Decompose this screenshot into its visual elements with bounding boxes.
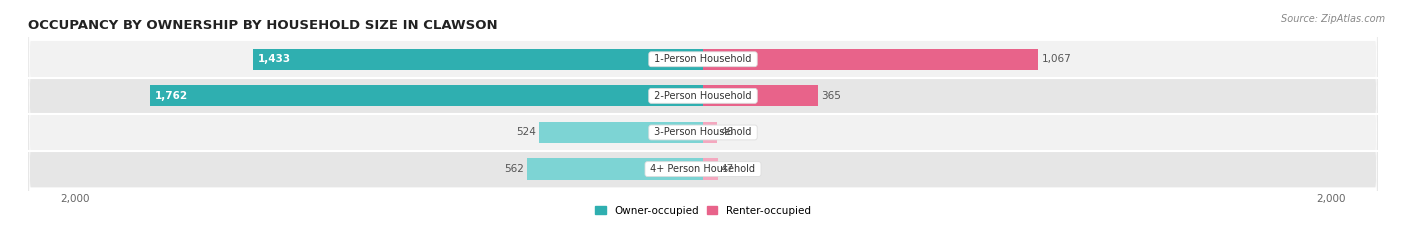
Text: OCCUPANCY BY OWNERSHIP BY HOUSEHOLD SIZE IN CLAWSON: OCCUPANCY BY OWNERSHIP BY HOUSEHOLD SIZE… <box>28 19 498 32</box>
Text: 3-Person Household: 3-Person Household <box>651 127 755 137</box>
Bar <box>527 158 703 180</box>
Text: 562: 562 <box>505 164 524 174</box>
Text: 1-Person Household: 1-Person Household <box>651 54 755 64</box>
Text: 47: 47 <box>720 164 734 174</box>
Text: 524: 524 <box>516 127 536 137</box>
Text: 46: 46 <box>720 127 733 137</box>
Bar <box>253 49 703 70</box>
Bar <box>538 122 703 143</box>
Text: 1,762: 1,762 <box>155 91 188 101</box>
FancyBboxPatch shape <box>28 0 1378 233</box>
Bar <box>703 85 817 106</box>
Text: 365: 365 <box>821 91 841 101</box>
Text: 4+ Person Household: 4+ Person Household <box>647 164 759 174</box>
Text: 1,433: 1,433 <box>257 54 291 64</box>
Text: 2-Person Household: 2-Person Household <box>651 91 755 101</box>
Bar <box>150 85 703 106</box>
Bar <box>703 49 1038 70</box>
Bar <box>703 122 717 143</box>
FancyBboxPatch shape <box>28 0 1378 233</box>
Legend: Owner-occupied, Renter-occupied: Owner-occupied, Renter-occupied <box>591 201 815 220</box>
FancyBboxPatch shape <box>28 0 1378 233</box>
Bar <box>703 158 717 180</box>
Text: Source: ZipAtlas.com: Source: ZipAtlas.com <box>1281 14 1385 24</box>
FancyBboxPatch shape <box>28 0 1378 233</box>
Text: 1,067: 1,067 <box>1042 54 1071 64</box>
